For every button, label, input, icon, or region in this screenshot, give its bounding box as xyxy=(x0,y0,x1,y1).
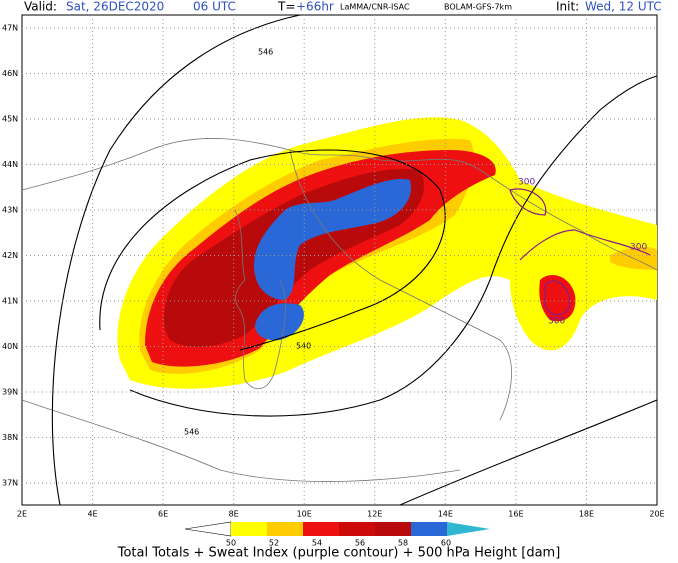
lon-label: 18E xyxy=(579,510,594,519)
lon-label: 20E xyxy=(649,510,664,519)
contour-label: 546 xyxy=(258,48,273,57)
map: 546 540 546 300 300 300 xyxy=(21,14,658,506)
lon-label: 14E xyxy=(438,510,453,519)
colorbar-tick-label: 54 xyxy=(312,539,322,548)
lat-label: 41N xyxy=(2,297,18,306)
contour-label: 546 xyxy=(184,428,199,437)
lead-value: +66hr xyxy=(296,0,334,14)
source: LaMMA/CNR-ISAC xyxy=(340,3,410,12)
colorbar-tick-label: 52 xyxy=(269,539,279,548)
contour-label: 540 xyxy=(296,342,311,351)
lon-label: 4E xyxy=(87,510,97,519)
init-label: Init: xyxy=(556,0,579,14)
lon-label: 2E xyxy=(17,510,27,519)
colorbar-tick-label: 50 xyxy=(226,539,236,548)
colorbar-high-end xyxy=(447,522,490,536)
model: BOLAM-GFS-7km xyxy=(444,3,512,12)
coastlines xyxy=(21,138,658,482)
valid-label: Valid: xyxy=(24,0,57,14)
lon-label: 10E xyxy=(297,510,312,519)
colorbar-box xyxy=(231,522,267,536)
lon-label: 6E xyxy=(158,510,168,519)
lon-label: 16E xyxy=(508,510,523,519)
lat-label: 44N xyxy=(2,160,18,169)
sweat-label: 300 xyxy=(548,317,565,327)
lead-label: T= xyxy=(277,0,295,14)
sweat-contours xyxy=(509,188,651,316)
shading xyxy=(117,117,658,389)
lon-label: 8E xyxy=(229,510,239,519)
graticule xyxy=(22,15,657,505)
sweat-label: 300 xyxy=(518,178,535,188)
colorbar-tick-label: 58 xyxy=(398,539,408,548)
area-60 xyxy=(254,179,411,300)
colorbar-box xyxy=(411,522,447,536)
sweat-label: 300 xyxy=(630,243,647,253)
height-contours xyxy=(51,14,658,506)
colorbar-box xyxy=(375,522,411,536)
colorbar-tick-label: 56 xyxy=(355,539,365,548)
caption: Total Totals + Sweat Index (purple conto… xyxy=(117,546,561,561)
colorbar-low-end xyxy=(184,521,232,537)
area-54b xyxy=(539,275,576,322)
colorbar-box xyxy=(303,522,339,536)
lat-label: 40N xyxy=(2,342,18,351)
lat-label: 39N xyxy=(2,388,18,397)
area-60b xyxy=(255,303,304,341)
valid-time: 06 UTC xyxy=(193,0,236,14)
lat-label: 46N xyxy=(2,69,18,78)
lat-label: 38N xyxy=(2,433,18,442)
lat-label: 45N xyxy=(2,115,18,124)
colorbar-box xyxy=(267,522,303,536)
colorbar-tick-label: 60 xyxy=(441,539,451,548)
lat-label: 42N xyxy=(2,251,18,260)
init-value: Wed, 12 UTC xyxy=(585,0,662,14)
colorbar: 50 52 54 56 58 60 xyxy=(184,521,490,548)
lon-label: 12E xyxy=(367,510,382,519)
lat-label: 37N xyxy=(2,479,18,488)
valid-date: Sat, 26DEC2020 xyxy=(66,0,164,14)
lat-label: 47N xyxy=(2,24,18,33)
lat-label: 43N xyxy=(2,206,18,215)
colorbar-box xyxy=(339,522,375,536)
